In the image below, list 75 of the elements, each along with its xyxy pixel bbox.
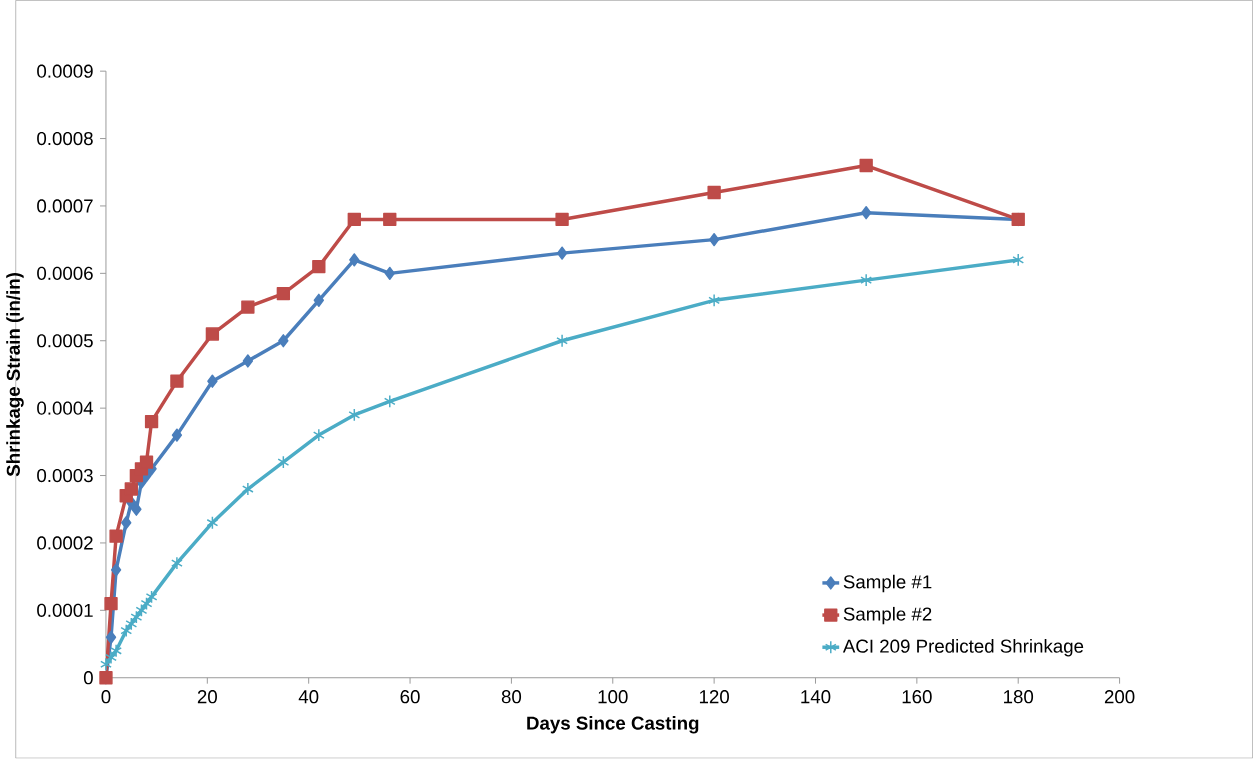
point xyxy=(145,590,158,604)
x-tick-label: 40 xyxy=(298,690,319,704)
x-tick-label: 0 xyxy=(101,690,111,704)
point xyxy=(135,603,148,618)
point xyxy=(205,327,220,341)
point xyxy=(207,374,218,389)
y-tick-label: 0.0009 xyxy=(37,64,93,79)
point xyxy=(206,516,219,530)
point xyxy=(312,260,326,274)
point xyxy=(242,354,254,368)
point xyxy=(241,300,255,314)
point xyxy=(125,617,138,631)
point xyxy=(860,206,872,220)
y-tick-label: 0.0007 xyxy=(37,199,93,213)
point xyxy=(556,334,568,348)
x-tick-label: 120 xyxy=(699,690,729,704)
x-tick-label: 60 xyxy=(400,690,420,704)
point xyxy=(171,428,183,443)
point xyxy=(144,415,159,429)
point xyxy=(100,657,112,672)
point xyxy=(859,159,873,173)
x-tick-label: 180 xyxy=(1004,690,1034,704)
point xyxy=(140,597,153,611)
point xyxy=(384,266,395,281)
x-tick-label: 160 xyxy=(902,690,932,704)
point xyxy=(105,630,117,645)
point xyxy=(383,394,396,409)
y-tick-label: 0.0004 xyxy=(37,401,94,415)
point xyxy=(347,213,361,227)
point xyxy=(277,455,290,469)
point xyxy=(1012,253,1025,267)
y-tick-label: 0.0008 xyxy=(37,132,93,146)
point xyxy=(242,482,254,496)
legend-label: Sample #1 xyxy=(843,574,932,593)
x-tick-label: 20 xyxy=(197,690,217,704)
y-tick-label: 0.0002 xyxy=(37,536,93,550)
x-tick-label: 140 xyxy=(801,690,831,704)
y-tick-label: 0.0003 xyxy=(37,469,93,483)
y-axis-title: Shrinkage Strain (in/in) xyxy=(6,273,24,477)
point xyxy=(130,610,143,624)
y-tick-label: 0.0005 xyxy=(37,334,93,348)
point xyxy=(708,233,720,247)
point xyxy=(110,563,122,577)
point xyxy=(860,273,873,287)
point xyxy=(278,334,289,348)
point xyxy=(120,624,133,638)
legend-label: Sample #2 xyxy=(843,607,932,625)
x-tick-label: 80 xyxy=(501,690,522,704)
y-tick-label: 0 xyxy=(83,671,93,685)
point xyxy=(124,482,138,496)
x-tick-label: 200 xyxy=(1104,690,1135,704)
point xyxy=(708,293,721,308)
point xyxy=(139,455,154,469)
point xyxy=(276,287,291,301)
point xyxy=(383,213,397,227)
legend-label: ACI 209 Predicted Shrinkage xyxy=(842,639,1084,657)
point xyxy=(110,644,122,658)
point xyxy=(121,516,132,530)
point xyxy=(555,213,569,227)
x-axis-title: Days Since Casting xyxy=(527,716,699,734)
point xyxy=(131,502,142,517)
point xyxy=(313,293,325,308)
point xyxy=(104,597,118,611)
point xyxy=(349,253,360,267)
point xyxy=(312,428,325,443)
y-tick-label: 0.0006 xyxy=(37,266,93,281)
point xyxy=(171,556,183,571)
point xyxy=(170,374,184,389)
point xyxy=(348,408,361,422)
point xyxy=(105,651,117,665)
point xyxy=(556,246,568,261)
y-tick-label: 0.0001 xyxy=(37,603,93,618)
point xyxy=(707,186,721,200)
point xyxy=(109,529,123,544)
x-tick-label: 100 xyxy=(598,690,628,704)
